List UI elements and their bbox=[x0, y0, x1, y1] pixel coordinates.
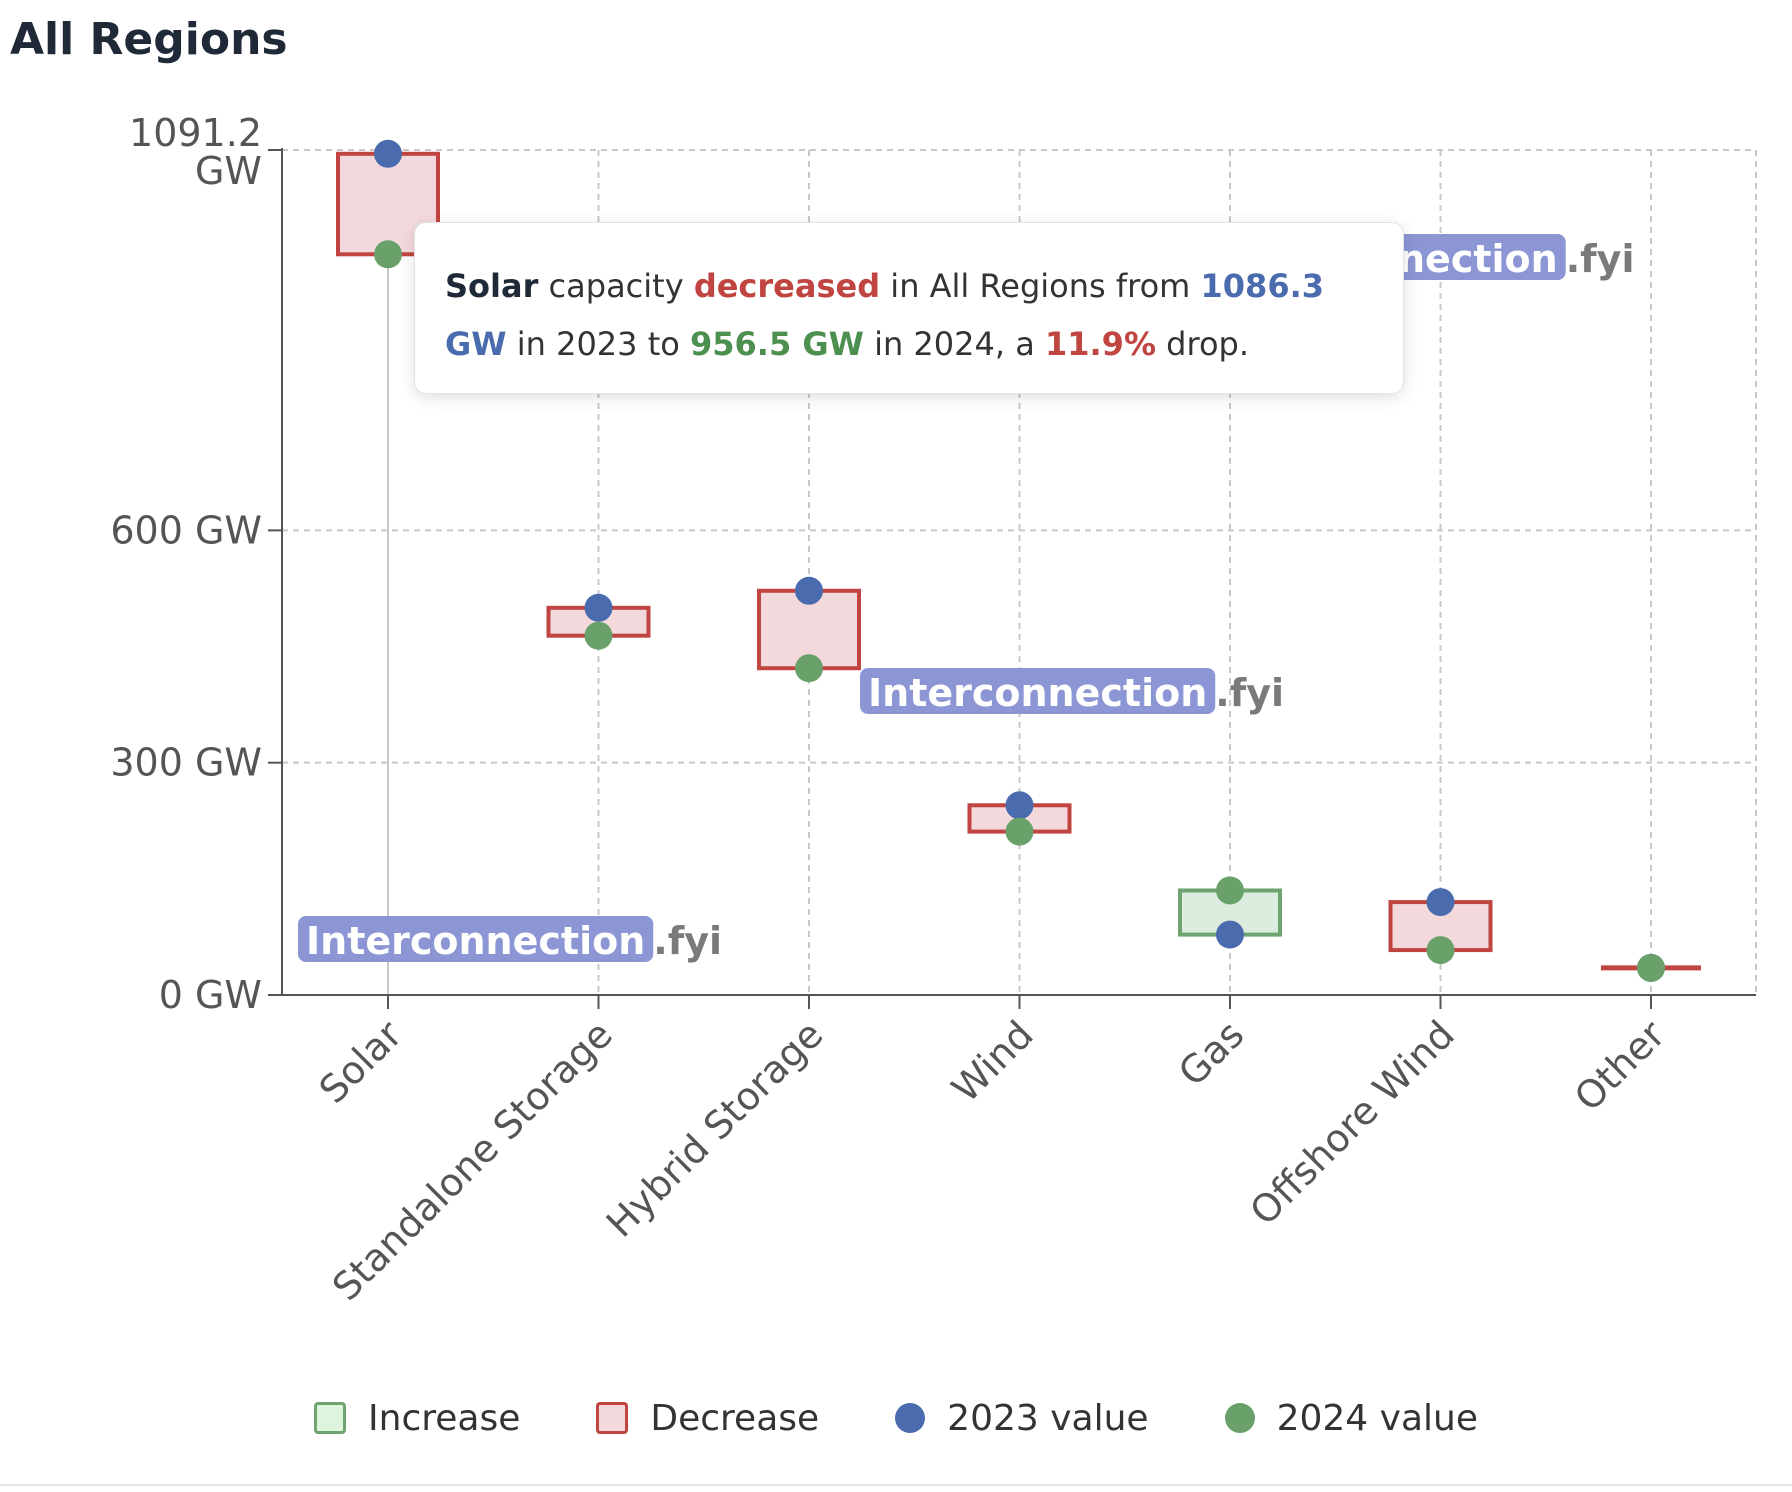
point-2023 bbox=[374, 139, 402, 168]
tooltip-text-5: drop. bbox=[1166, 325, 1249, 363]
watermark: nection .fyi bbox=[1390, 234, 1634, 281]
legend: Increase Decrease 2023 value 2024 value bbox=[0, 1390, 1792, 1446]
bars bbox=[336, 151, 1701, 971]
grid bbox=[282, 149, 1757, 995]
x-tick-label: Offshore Wind bbox=[1242, 1012, 1463, 1233]
x-tick-label: Solar bbox=[311, 1012, 411, 1112]
page-title: All Regions bbox=[10, 14, 288, 65]
divider bbox=[0, 1484, 1792, 1486]
watermark-suffix: .fyi bbox=[1215, 671, 1284, 715]
tooltip-value-2023: 1086.3 GW bbox=[445, 267, 1324, 363]
tooltip-text-1: capacity bbox=[548, 267, 684, 305]
watermark-name: nection bbox=[1398, 237, 1558, 281]
point-2024 bbox=[1426, 936, 1455, 965]
y-tick-label: 600 GW bbox=[110, 508, 262, 552]
watermark: Interconnection .fyi bbox=[298, 916, 722, 963]
tooltip-percent: 11.9% bbox=[1044, 325, 1156, 363]
legend-label-increase: Increase bbox=[368, 1397, 521, 1439]
tooltip-direction: decreased bbox=[693, 267, 881, 305]
point-2023 bbox=[1216, 920, 1244, 949]
x-tick-label: Wind bbox=[943, 1012, 1042, 1111]
y-tick-label: 0 GW bbox=[159, 973, 262, 1017]
tooltip-text-3: in 2023 to bbox=[516, 325, 680, 363]
point-2024 bbox=[1216, 876, 1244, 905]
legend-item-increase[interactable]: Increase bbox=[314, 1398, 520, 1439]
increase-swatch-icon bbox=[314, 1402, 347, 1434]
watermark-badge bbox=[1390, 234, 1566, 280]
tooltip: Solar capacity decreased in All Regions … bbox=[414, 222, 1404, 394]
legend-label-2024: 2024 value bbox=[1276, 1397, 1478, 1439]
watermark-suffix: .fyi bbox=[1566, 237, 1635, 281]
dot-2023-icon bbox=[895, 1403, 926, 1433]
legend-item-2023[interactable]: 2023 value bbox=[895, 1397, 1149, 1439]
point-2024 bbox=[1637, 953, 1665, 982]
legend-label-2023: 2023 value bbox=[947, 1397, 1149, 1439]
point-2024 bbox=[584, 621, 613, 650]
point-2023 bbox=[795, 576, 823, 605]
decrease-swatch-icon bbox=[596, 1402, 629, 1434]
tooltip-text-4: in 2024, a bbox=[874, 325, 1035, 363]
watermark-name: Interconnection bbox=[868, 671, 1207, 715]
watermark-suffix: .fyi bbox=[653, 919, 722, 963]
dot-2024-icon bbox=[1224, 1403, 1255, 1433]
watermark-name: Interconnection bbox=[306, 919, 645, 963]
point-2024 bbox=[1005, 817, 1034, 846]
tooltip-value-2024: 956.5 GW bbox=[689, 325, 864, 363]
x-tick-label: Other bbox=[1566, 1012, 1674, 1120]
point-2024 bbox=[374, 240, 402, 269]
y-tick-label-line: 1091.2 bbox=[129, 111, 262, 155]
watermark-badge bbox=[860, 668, 1216, 714]
tooltip-category: Solar bbox=[445, 267, 539, 305]
y-tick-label: 300 GW bbox=[110, 741, 262, 785]
watermark: Interconnection .fyi bbox=[860, 668, 1284, 715]
watermark-badge bbox=[298, 916, 654, 962]
point-2023 bbox=[584, 593, 613, 622]
y-tick-label-line: GW bbox=[195, 149, 262, 193]
points bbox=[374, 139, 1665, 982]
point-2023 bbox=[1005, 791, 1034, 820]
x-tick-label: Gas bbox=[1170, 1012, 1252, 1094]
legend-label-decrease: Decrease bbox=[650, 1397, 820, 1439]
legend-item-decrease[interactable]: Decrease bbox=[596, 1398, 819, 1439]
x-tick-label: Hybrid Storage bbox=[598, 1012, 832, 1246]
point-2023 bbox=[1426, 888, 1455, 917]
y-tick-label: 1091.2 GW bbox=[129, 111, 262, 193]
point-2024 bbox=[795, 654, 823, 683]
legend-item-2024[interactable]: 2024 value bbox=[1224, 1397, 1478, 1439]
tooltip-text-2: in All Regions from bbox=[890, 267, 1191, 305]
